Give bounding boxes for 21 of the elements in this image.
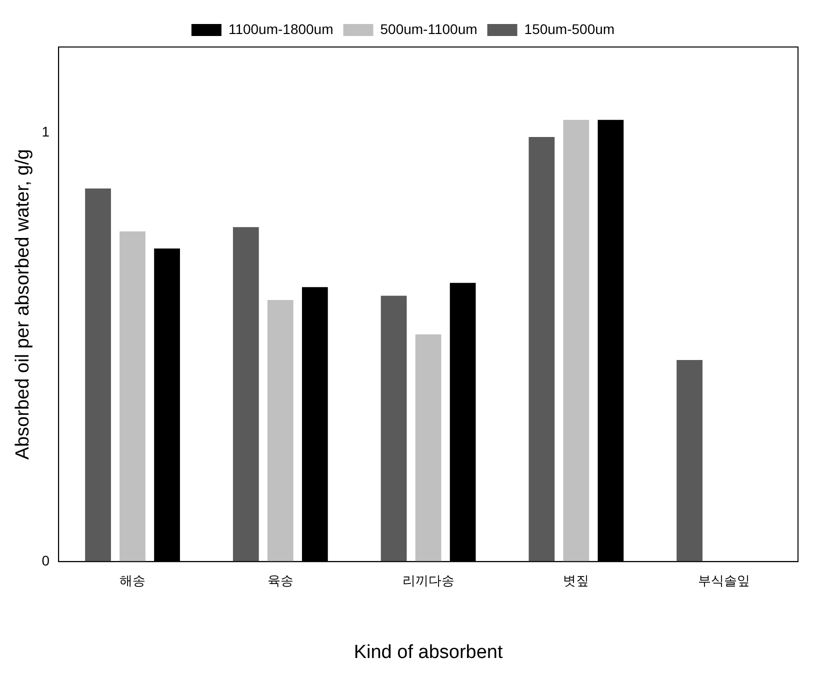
y-tick-label: 1 bbox=[42, 124, 50, 140]
legend-label: 500um-1100um bbox=[380, 20, 478, 37]
y-tick-label: 0 bbox=[42, 552, 50, 568]
bar bbox=[232, 227, 259, 562]
x-tick-label: 볏짚 bbox=[563, 574, 590, 589]
x-tick-label: 리끼다송 bbox=[402, 574, 454, 589]
x-tick-label: 부식솔잎 bbox=[698, 574, 750, 589]
x-tick-label: 육송 bbox=[267, 574, 294, 589]
legend-label: 150um-500um bbox=[524, 20, 615, 37]
bar bbox=[528, 137, 555, 562]
bar bbox=[85, 188, 111, 562]
x-axis-title: Kind of absorbent bbox=[354, 642, 504, 663]
bar bbox=[415, 334, 442, 562]
bar bbox=[563, 120, 590, 562]
y-axis-title: Absorbed oil per absorbed water, g/g bbox=[12, 149, 34, 460]
legend-label: 1100um-1800um bbox=[228, 20, 334, 37]
x-tick-label: 해송 bbox=[120, 574, 146, 589]
bar bbox=[120, 231, 146, 562]
bar bbox=[267, 300, 294, 562]
bar bbox=[676, 360, 702, 562]
bar bbox=[380, 296, 407, 562]
